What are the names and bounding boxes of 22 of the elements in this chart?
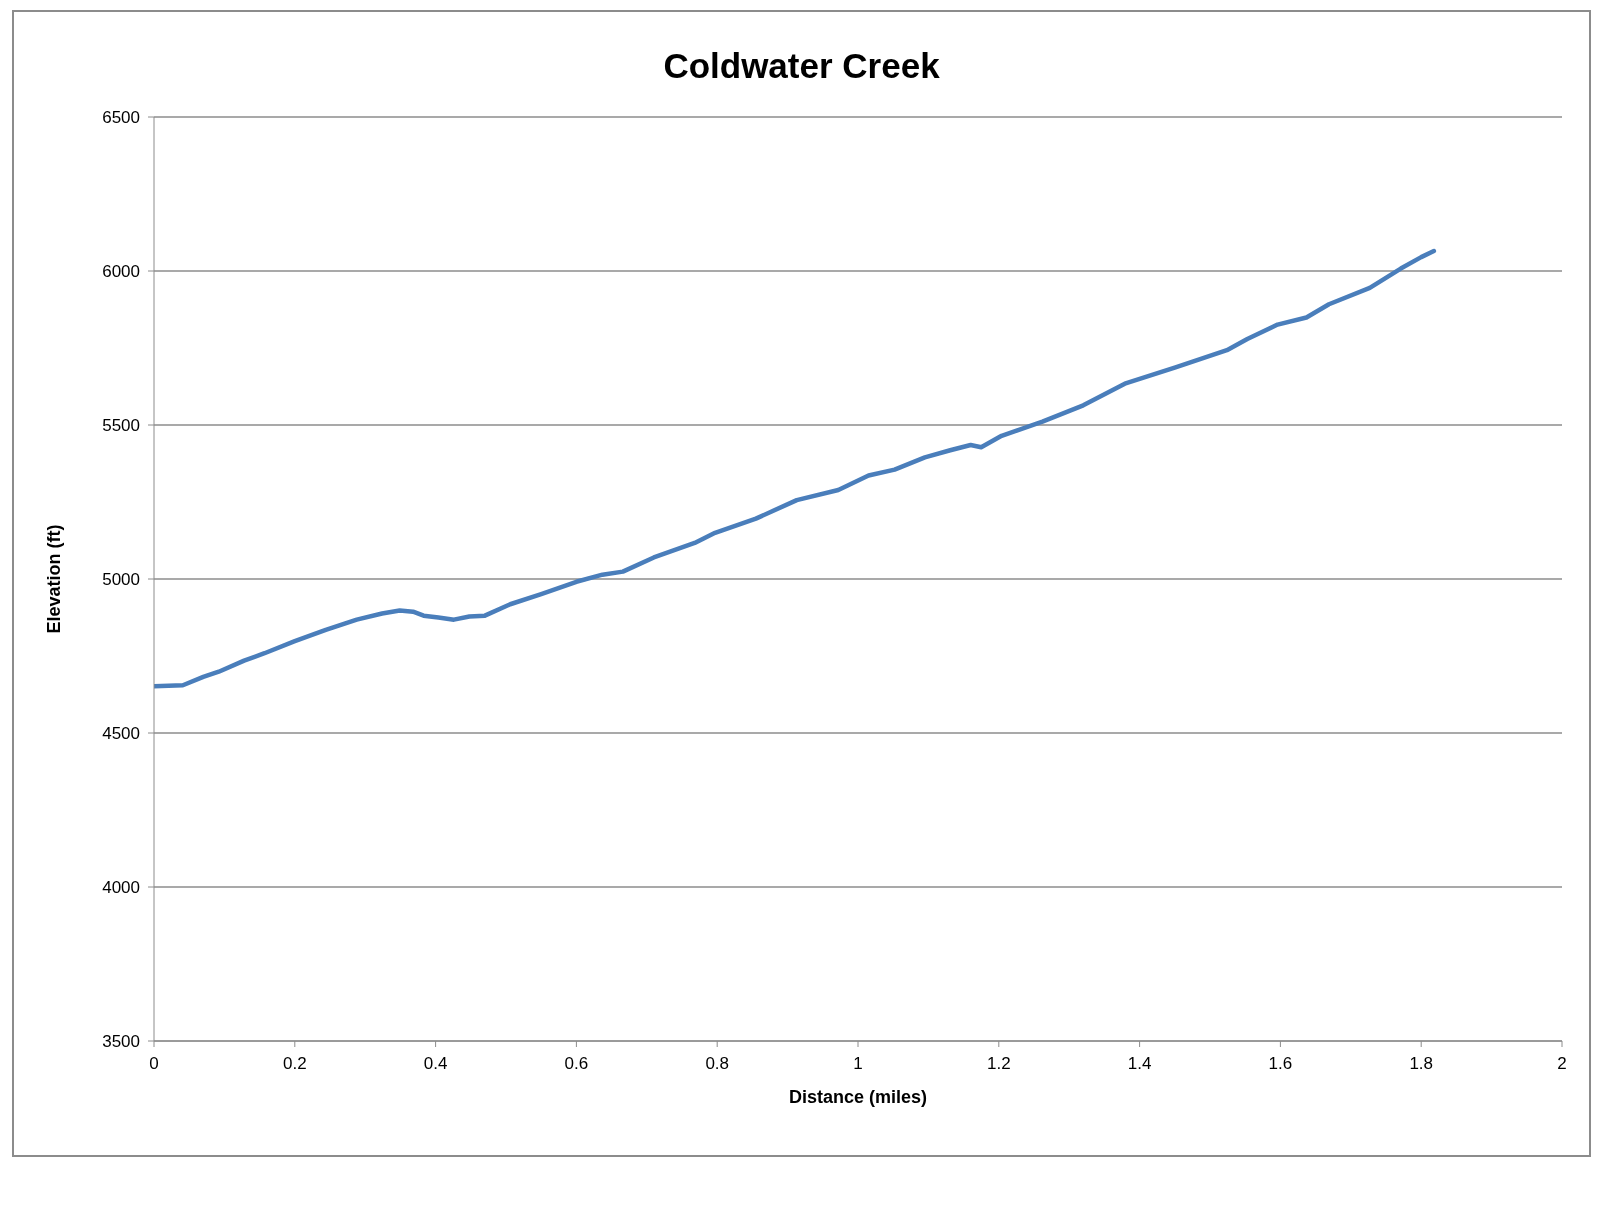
y-axis-title: Elevation (ft)	[44, 524, 65, 634]
x-tick-label: 0.8	[705, 1054, 730, 1074]
x-tick-label: 0.4	[423, 1054, 448, 1074]
y-tick-label: 4000	[102, 878, 140, 898]
y-tick-label: 3500	[102, 1032, 140, 1052]
x-tick-label: 0.6	[564, 1054, 589, 1074]
y-tick-label: 5000	[102, 570, 140, 590]
y-tick-label: 6000	[102, 262, 140, 282]
y-tick-label: 5500	[102, 416, 140, 436]
x-tick-label: 1.4	[1127, 1054, 1152, 1074]
x-tick-label: 1.8	[1409, 1054, 1434, 1074]
x-axis-title: Distance (miles)	[788, 1087, 928, 1107]
x-tick-label: 1.2	[986, 1054, 1011, 1074]
line-series	[154, 248, 1437, 689]
x-tick-label: 0.2	[282, 1054, 307, 1074]
y-tick-label: 6500	[102, 108, 140, 128]
x-tick-label: 1.6	[1268, 1054, 1293, 1074]
x-tick-label: 0	[149, 1054, 159, 1074]
x-tick-label: 1	[853, 1054, 863, 1074]
x-tick-label: 2	[1557, 1054, 1567, 1074]
y-tick-label: 4500	[102, 724, 140, 744]
chart-title: Coldwater Creek	[662, 46, 941, 86]
